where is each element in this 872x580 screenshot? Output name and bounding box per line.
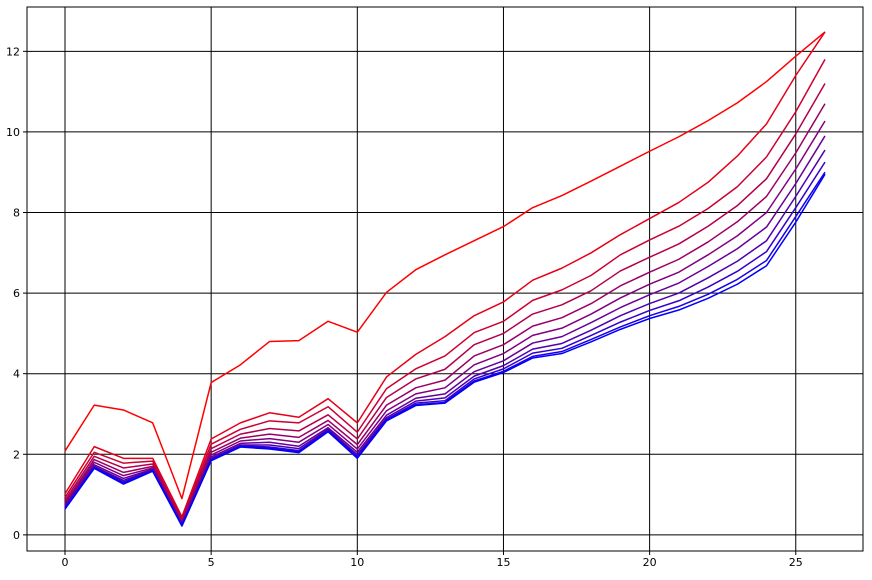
series-line-9 [64, 161, 826, 526]
x-tick-label: 10 [350, 556, 364, 569]
y-tick-label: 12 [6, 45, 20, 58]
x-tick-label: 25 [789, 556, 803, 569]
grid-layer [27, 7, 863, 551]
series-layer [64, 31, 826, 527]
series-line-6 [64, 120, 826, 524]
series-line-11 [64, 173, 826, 527]
series-line-3 [64, 59, 826, 520]
y-tick-label: 0 [13, 529, 20, 542]
x-tick-label: 0 [62, 556, 69, 569]
series-line-5 [64, 103, 826, 523]
y-tick-label: 10 [6, 126, 20, 139]
y-tick-label: 4 [13, 368, 20, 381]
x-tick-label: 15 [496, 556, 510, 569]
y-tick-label: 8 [13, 207, 20, 220]
y-tick-label: 6 [13, 287, 20, 300]
series-line-7 [64, 135, 826, 525]
series-line-1 [64, 31, 826, 500]
plot-area-frame [26, 6, 864, 552]
y-tick-label: 2 [13, 448, 20, 461]
tick-layer: 0 5 10 15 20 25 0 2 4 6 8 10 12 [6, 45, 803, 569]
series-line-10 [64, 171, 826, 527]
x-tick-label: 5 [208, 556, 215, 569]
series-line-4 [64, 83, 826, 522]
series-line-2 [64, 31, 826, 518]
x-tick-label: 20 [643, 556, 657, 569]
